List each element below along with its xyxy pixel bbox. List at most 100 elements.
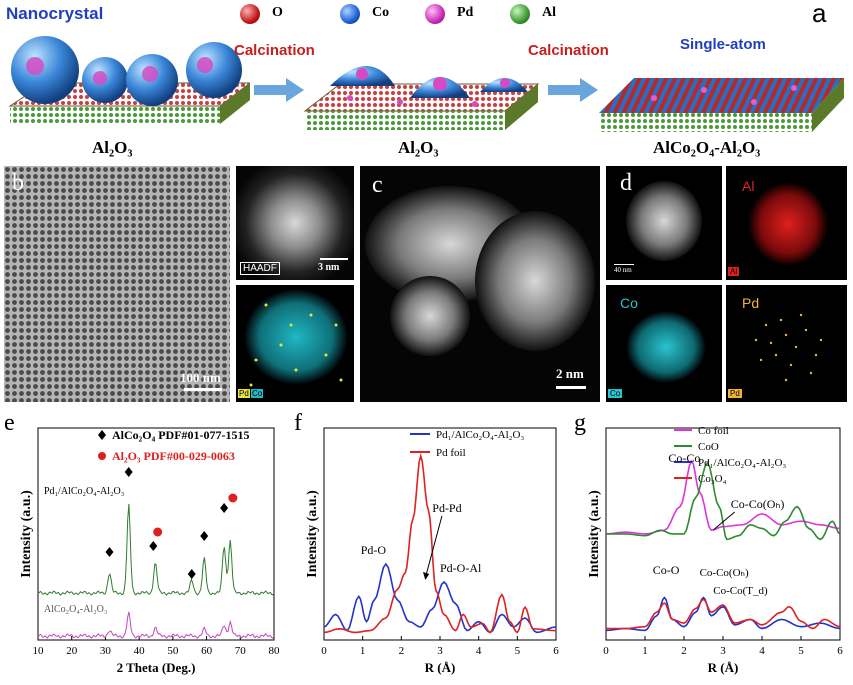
annotation-pd-o-al: Pd-O-Al <box>440 561 482 575</box>
annotation-co-co-oh-2: Co-Co(Oₕ) <box>700 567 749 579</box>
panel-letter-c: c <box>372 172 383 198</box>
series-label-alco2o4: AlCo₂O₄-Al₂O₃ <box>44 604 107 615</box>
support-label-1: Al₂O₃ <box>92 138 133 157</box>
eds-co-texture <box>626 311 706 383</box>
x-tick-label: 2 <box>399 645 405 657</box>
scene-nanocrystal-illustration <box>8 36 250 124</box>
panel-letter-a: a <box>812 0 827 28</box>
x-tick-label: 0 <box>603 645 609 657</box>
x-tick-label: 2 <box>681 645 687 657</box>
legend-text-1: CoO <box>698 441 719 453</box>
tem-texture <box>4 166 230 402</box>
plot-frame <box>37 427 275 641</box>
eds-map-pd-label: Pd <box>742 295 760 311</box>
y-axis-label: Intensity (a.u.) <box>19 490 34 578</box>
x-tick-label: 4 <box>476 645 482 657</box>
legend-pd-label: Pd <box>457 5 474 20</box>
annotation-pd-o: Pd-O <box>361 543 387 557</box>
x-tick-label: 10 <box>33 645 45 657</box>
palladium-atom-icon <box>425 4 445 24</box>
legend-al2o3-text: Al₂O₃ PDF#00-029-0063 <box>112 449 235 463</box>
series-label-pd1: Pd₁/AlCo₂O₄-Al₂O₃ <box>44 486 124 497</box>
phase-marker-diamond <box>105 547 114 557</box>
tem-image-b: b 100 nm <box>4 166 230 402</box>
haadf-c-texture <box>365 186 595 356</box>
aluminum-atom-icon <box>510 4 530 24</box>
eds-tag-al: Al <box>728 267 740 276</box>
series-line-pd-foil <box>323 453 557 634</box>
legend-co-label: Co <box>372 5 390 20</box>
legend-circle-icon <box>98 452 106 460</box>
x-tick-label: 0 <box>321 645 327 657</box>
scale-bar-label-inset: 3 nm <box>318 262 340 273</box>
annotation-co-co-td: Co-Co(T_d) <box>713 585 768 597</box>
nanocrystal-label: Nanocrystal <box>6 4 104 23</box>
x-tick-label: 3 <box>437 645 443 657</box>
arrow-right-icon <box>254 78 304 102</box>
panel-letter-b: b <box>12 170 24 196</box>
panel-letter: f <box>294 410 302 436</box>
scale-bar-b <box>184 388 222 391</box>
annotation-pd-pd: Pd-Pd <box>432 501 461 515</box>
haadf-d-texture <box>626 181 702 261</box>
haadf-label: HAADF <box>240 262 280 275</box>
panel-letter: g <box>574 410 586 436</box>
series-line-pd1 <box>323 562 557 634</box>
x-tick-label: 70 <box>235 645 247 657</box>
calcination-label-2: Calcination <box>528 42 609 59</box>
x-tick-label: 80 <box>269 645 281 657</box>
scale-bar-label-c: 2 nm <box>556 366 584 381</box>
x-tick-label: 1 <box>360 645 366 657</box>
x-tick-label: 1 <box>642 645 648 657</box>
x-tick-label: 6 <box>837 645 843 657</box>
legend-diamond-icon <box>98 430 106 440</box>
panel-letter: e <box>4 410 15 436</box>
support-label-2: Al₂O₃ <box>398 138 439 157</box>
eds-map-pd-co: Pd Co <box>236 285 354 402</box>
x-tick-label: 5 <box>515 645 521 657</box>
annotation-arrow <box>424 515 443 579</box>
scale-bar-inset <box>320 258 348 260</box>
panel-a: a Nanocrystal O Co Pd Al <box>0 0 853 165</box>
phase-marker-diamond <box>187 569 196 579</box>
scale-bar-c <box>556 386 586 389</box>
plot-frame <box>323 427 557 641</box>
series-line-co3o4 <box>606 598 841 630</box>
eds-map-al: Al Al <box>726 166 847 280</box>
series-line-pd1 <box>37 503 275 596</box>
y-axis-label: Intensity (a.u.) <box>305 490 320 578</box>
x-tick-label: 6 <box>553 645 559 657</box>
legend-alco2o4-text: AlCo₂O₄ PDF#01-077-1515 <box>112 428 250 442</box>
x-tick-label: 20 <box>66 645 78 657</box>
annotation-co-co: Co-Co <box>668 451 700 465</box>
phase-marker-circle <box>153 527 163 537</box>
single-atom-label: Single-atom <box>680 36 766 53</box>
haadf-inset: HAADF 3 nm <box>236 166 354 280</box>
annotation-co-o: Co-O <box>653 563 680 577</box>
calcination-label-1: Calcination <box>234 42 315 59</box>
legend-text-3: Co₃O₄ <box>698 473 727 485</box>
x-tick-label: 3 <box>720 645 726 657</box>
legend-o-label: O <box>272 5 283 20</box>
phase-marker-diamond <box>149 541 158 551</box>
haadf-image-d: d 40 nm <box>606 166 722 280</box>
support-label-3: AlCo₂O₄-Al₂O₃ <box>653 138 761 157</box>
scene-single-atom-illustration <box>599 78 844 132</box>
x-tick-label: 60 <box>201 645 213 657</box>
chart-g-exafs-co: 0 1 2 3 4 5 6 R (Å) Intensity (a.u.) g Co foil CoO P… <box>574 410 843 675</box>
atom-legend: O Co Pd Al <box>240 2 560 28</box>
arrow-right-icon-2 <box>548 78 598 102</box>
series-line-coo <box>606 461 841 541</box>
annotation-co-co-oh: Co-Co(Oₕ) <box>731 497 785 511</box>
scale-bar-d <box>614 264 634 265</box>
phase-marker-diamond <box>124 467 133 477</box>
x-axis-label: 2 Theta (Deg.) <box>117 660 196 675</box>
eds-map-pd: Pd Pd <box>726 285 847 402</box>
panel-letter-d: d <box>620 170 632 196</box>
eds-map-co-label: Co <box>620 295 638 311</box>
legend-al-label: Al <box>542 5 556 20</box>
phase-marker-diamond <box>200 531 209 541</box>
eds-al-texture <box>748 182 828 266</box>
x-axis-label: R (Å) <box>425 660 456 675</box>
x-tick-label: 5 <box>798 645 804 657</box>
